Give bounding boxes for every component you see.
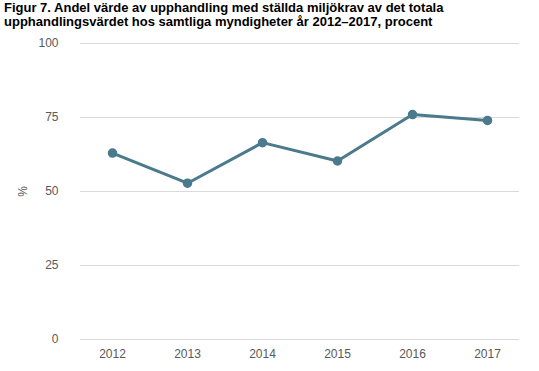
svg-text:0: 0 (52, 332, 59, 346)
svg-text:25: 25 (45, 258, 59, 272)
svg-text:75: 75 (45, 110, 59, 124)
svg-text:2016: 2016 (399, 347, 426, 361)
svg-text:2012: 2012 (99, 347, 126, 361)
svg-text:2015: 2015 (324, 347, 351, 361)
html-text:Figur 7. Andel värde av upphan: Figur 7. Andel värde av upphandling med … (4, 0, 444, 29)
svg-text:50: 50 (45, 184, 59, 198)
svg-text:2017: 2017 (474, 347, 501, 361)
svg-text:100: 100 (38, 36, 58, 50)
svg-text:2013: 2013 (174, 347, 201, 361)
svg-text:2014: 2014 (249, 347, 276, 361)
svg-text:%: % (16, 186, 30, 197)
